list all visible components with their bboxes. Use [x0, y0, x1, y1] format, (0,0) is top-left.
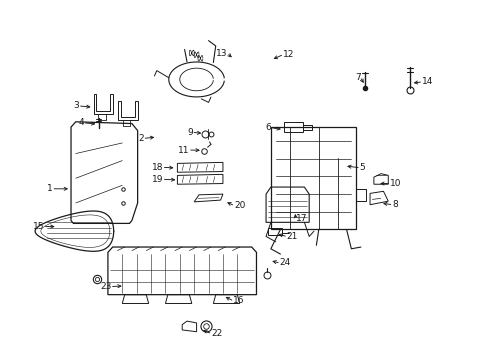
Text: 5: 5 — [359, 163, 365, 172]
Bar — [284, 122, 303, 132]
Text: 16: 16 — [232, 296, 244, 305]
Text: 4: 4 — [78, 118, 84, 127]
Text: 9: 9 — [186, 128, 192, 137]
Text: 7: 7 — [354, 73, 360, 82]
Text: 21: 21 — [286, 232, 298, 241]
Text: 20: 20 — [233, 201, 245, 210]
Text: 14: 14 — [421, 77, 432, 86]
Text: 22: 22 — [210, 329, 222, 338]
Text: 6: 6 — [265, 123, 271, 132]
Bar — [267, 228, 281, 235]
Text: 15: 15 — [33, 222, 44, 231]
Text: 17: 17 — [295, 214, 306, 223]
Text: 13: 13 — [216, 49, 227, 58]
Text: 24: 24 — [279, 258, 290, 267]
Text: 18: 18 — [151, 163, 163, 172]
Text: 23: 23 — [100, 282, 111, 291]
Text: 19: 19 — [151, 175, 163, 184]
Text: 10: 10 — [389, 179, 400, 188]
Text: 12: 12 — [282, 50, 294, 59]
Bar — [355, 189, 365, 201]
Text: 3: 3 — [73, 102, 79, 111]
Text: 2: 2 — [138, 134, 143, 143]
Text: 11: 11 — [178, 145, 189, 154]
Text: 1: 1 — [47, 184, 53, 193]
Text: 8: 8 — [391, 200, 397, 209]
